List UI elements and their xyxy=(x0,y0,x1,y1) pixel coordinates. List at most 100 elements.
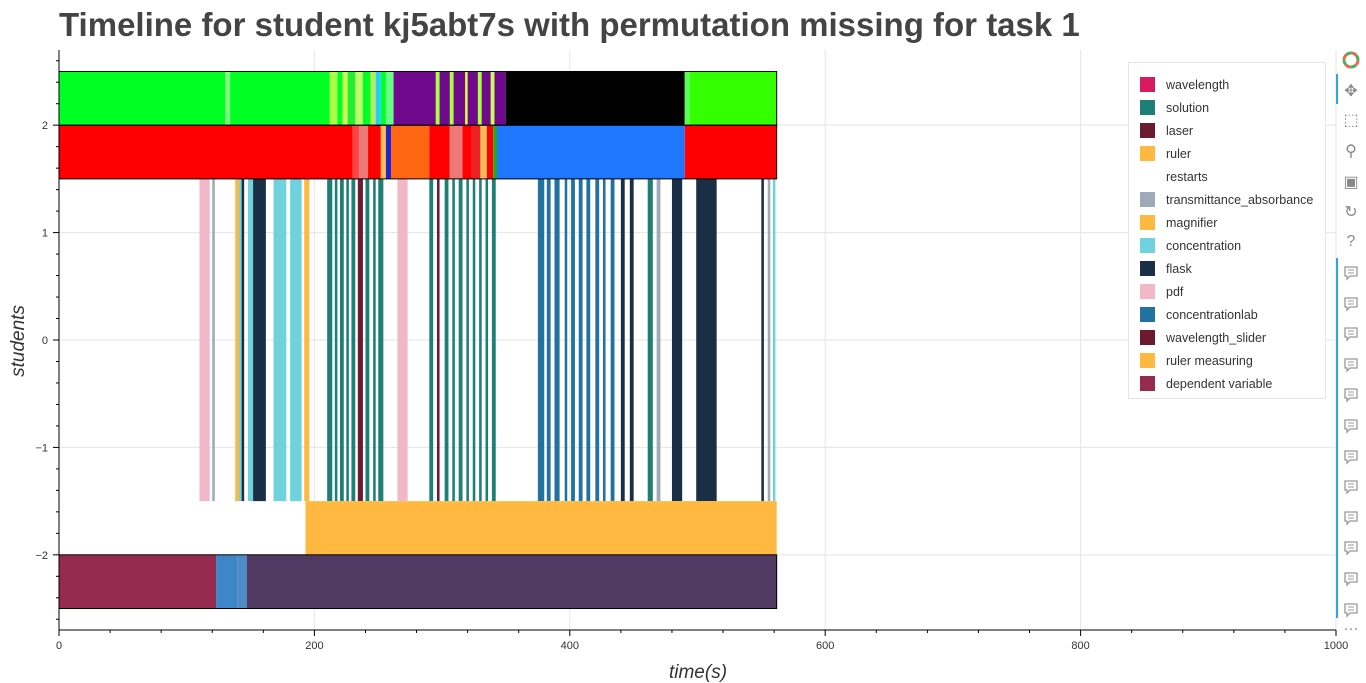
timeline-segment xyxy=(357,178,363,502)
timeline-segment xyxy=(497,125,685,179)
timeline-segment xyxy=(305,501,777,555)
legend-label: laser xyxy=(1166,123,1194,138)
timeline-segment xyxy=(449,71,454,126)
timeline-segment xyxy=(429,125,450,179)
legend-label: wavelength_slider xyxy=(1166,330,1267,345)
bokeh-logo-icon[interactable] xyxy=(1341,50,1361,70)
legend-label: ruler xyxy=(1166,146,1192,161)
legend-item[interactable]: restarts xyxy=(1140,165,1325,188)
legend-item[interactable]: dependent variable xyxy=(1140,372,1325,395)
timeline-segment xyxy=(352,125,360,179)
hover-tool-icon[interactable] xyxy=(1341,355,1361,375)
timeline-segment xyxy=(554,178,560,502)
legend-label: pdf xyxy=(1166,284,1184,299)
hover-tool-icon[interactable] xyxy=(1341,385,1361,405)
timeline-segment xyxy=(304,178,310,502)
timeline-segment xyxy=(370,71,376,126)
legend-item[interactable]: wavelength xyxy=(1140,73,1325,96)
legend-swatch xyxy=(1140,353,1155,368)
save-icon[interactable]: ▣ xyxy=(1343,174,1359,191)
legend-item[interactable]: flask xyxy=(1140,257,1325,280)
timeline-segment xyxy=(375,71,381,126)
timeline-segment xyxy=(378,178,384,502)
timeline-segment xyxy=(342,71,348,126)
timeline-segment xyxy=(761,178,764,502)
timeline-segment xyxy=(391,125,430,179)
timeline-segment xyxy=(334,178,338,502)
legend-item[interactable]: magnifier xyxy=(1140,211,1325,234)
timeline-segment xyxy=(351,178,356,502)
timeline-segment xyxy=(767,178,771,502)
hover-tool-icon[interactable] xyxy=(1341,569,1361,589)
timeline-segment xyxy=(595,178,600,502)
timeline-segment xyxy=(429,178,434,502)
legend-item[interactable]: solution xyxy=(1140,96,1325,119)
timeline-segment xyxy=(571,178,575,502)
legend-swatch xyxy=(1140,192,1155,207)
y-axis-label: students xyxy=(8,305,29,377)
legend-swatch xyxy=(1140,376,1155,391)
y-tick-label: 1 xyxy=(42,228,48,240)
pan-icon[interactable]: ✥ xyxy=(1344,83,1358,100)
hover-tool-icon[interactable] xyxy=(1341,508,1361,528)
legend-label: wavelength xyxy=(1166,77,1230,92)
timeline-segment xyxy=(216,554,238,609)
timeline-segment xyxy=(346,178,349,502)
hover-tool-icon[interactable] xyxy=(1341,477,1361,497)
timeline-segment xyxy=(671,178,683,502)
timeline-segment xyxy=(480,125,487,179)
timeline-segment xyxy=(485,178,489,502)
legend-item[interactable]: wavelength_slider xyxy=(1140,326,1325,349)
timeline-segment xyxy=(689,71,777,126)
x-tick-label: 200 xyxy=(305,640,323,652)
hover-tool-icon[interactable] xyxy=(1341,447,1361,467)
legend-item[interactable]: ruler xyxy=(1140,142,1325,165)
legend-swatch xyxy=(1140,123,1155,138)
timeline-segment xyxy=(465,71,468,126)
legend-item[interactable]: concentration xyxy=(1140,234,1325,257)
timeline-segment xyxy=(385,125,392,179)
legend-item[interactable]: laser xyxy=(1140,119,1325,142)
hover-tool-icon[interactable] xyxy=(1341,600,1361,620)
x-tick-label: 1000 xyxy=(1324,640,1348,652)
timeline-segment xyxy=(603,178,606,502)
timeline-segment xyxy=(472,178,476,502)
hover-tool-icon[interactable] xyxy=(1341,263,1361,283)
legend-swatch xyxy=(1140,307,1155,322)
x-tick-label: 600 xyxy=(816,640,834,652)
timeline-segment xyxy=(629,178,634,502)
legend-swatch xyxy=(1140,100,1155,115)
wheel-zoom-icon[interactable]: ⚲ xyxy=(1345,143,1357,160)
hover-tool-icon[interactable] xyxy=(1341,294,1361,314)
legend-item[interactable]: concentrationlab xyxy=(1140,303,1325,326)
timeline-segment xyxy=(253,178,266,502)
more-tools-icon[interactable]: … xyxy=(1343,617,1359,634)
y-tick-label: 2 xyxy=(42,120,48,132)
legend-item[interactable]: pdf xyxy=(1140,280,1325,303)
hover-tool-icon[interactable] xyxy=(1341,324,1361,344)
legend-swatch xyxy=(1140,261,1155,276)
timeline-segment xyxy=(466,178,469,502)
timeline-segment xyxy=(620,178,625,502)
hover-tool-icon[interactable] xyxy=(1341,416,1361,436)
reset-icon[interactable]: ↻ xyxy=(1344,204,1358,221)
legend-item[interactable]: transmittance_absorbance xyxy=(1140,188,1325,211)
hover-tool-icon[interactable] xyxy=(1341,538,1361,558)
box-zoom-icon[interactable]: ⬚ xyxy=(1343,112,1359,129)
legend-label: concentration xyxy=(1166,238,1242,253)
timeline-segment xyxy=(329,71,338,126)
timeline-segment xyxy=(373,178,376,502)
timeline-segment xyxy=(380,71,386,126)
timeline-segment xyxy=(537,178,545,502)
timeline-segment xyxy=(327,178,333,502)
legend-swatch xyxy=(1140,77,1155,92)
timeline-segment xyxy=(458,178,463,502)
help-icon[interactable]: ? xyxy=(1346,233,1356,250)
legend-item[interactable]: ruler measuring xyxy=(1140,349,1325,372)
legend-label: dependent variable xyxy=(1166,376,1273,391)
legend-label: solution xyxy=(1166,100,1210,115)
x-tick-label: 800 xyxy=(1071,640,1089,652)
x-tick-label: 0 xyxy=(56,640,62,652)
timeline-segment xyxy=(477,71,482,126)
x-axis-label: time(s) xyxy=(669,662,727,683)
